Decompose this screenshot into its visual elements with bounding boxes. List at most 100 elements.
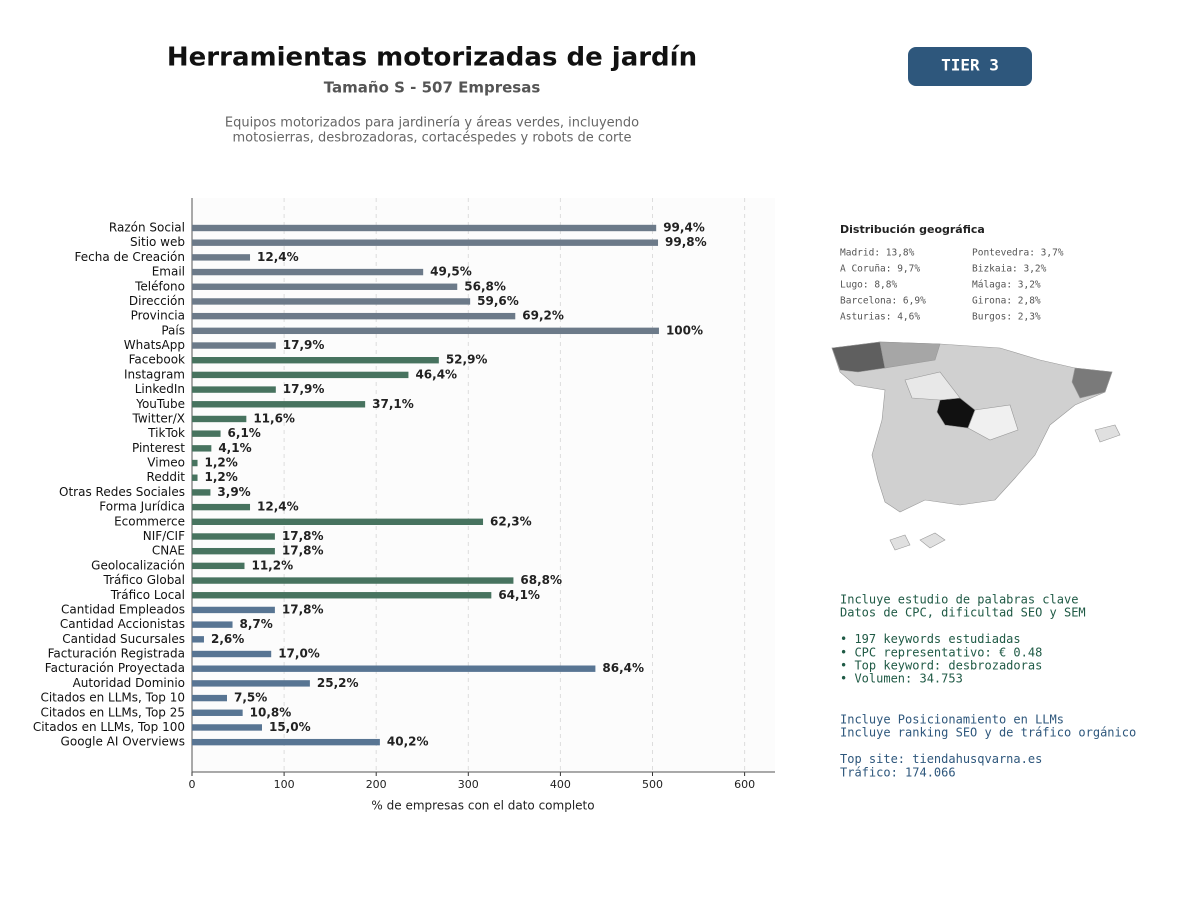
value-label: 17,0% [278, 647, 320, 661]
bar [192, 606, 275, 614]
bar [192, 254, 251, 261]
seo-info: • Top keyword: desbrozadoras [840, 659, 1042, 673]
y-tick-label: Instagram [124, 367, 185, 381]
value-label: 68,8% [520, 573, 562, 587]
y-tick-label: Tráfico Global [103, 573, 185, 587]
value-label: 99,8% [665, 235, 707, 249]
x-axis-label: % de empresas con el dato completo [371, 799, 594, 813]
value-label: 62,3% [490, 514, 532, 528]
y-tick-label: Citados en LLMs, Top 10 [40, 691, 185, 705]
y-tick-label: LinkedIn [135, 382, 185, 396]
x-tick-label: 300 [458, 778, 479, 791]
bar [192, 680, 310, 687]
x-tick-label: 400 [550, 778, 571, 791]
value-label: 69,2% [522, 309, 564, 323]
bar [192, 577, 514, 584]
value-label: 17,9% [283, 382, 325, 396]
value-label: 64,1% [498, 588, 540, 602]
value-label: 1,2% [205, 456, 238, 470]
value-label: 17,8% [282, 529, 324, 543]
y-tick-label: Otras Redes Sociales [59, 485, 185, 499]
value-label: 6,1% [228, 426, 261, 440]
bar [192, 592, 492, 599]
bar [192, 503, 251, 511]
badge [908, 47, 1032, 86]
y-tick-label: YouTube [135, 397, 185, 411]
value-label: 12,4% [257, 500, 299, 514]
bar [192, 342, 276, 349]
y-tick-label: WhatsApp [124, 338, 185, 352]
bar [192, 415, 247, 423]
bar [192, 283, 458, 290]
bar [192, 533, 275, 540]
bar [192, 562, 245, 570]
chart-title: Herramientas motorizadas de jardín [167, 43, 697, 73]
bar [192, 239, 659, 246]
y-tick-label: Razón Social [109, 221, 185, 235]
y-tick-label: Pinterest [132, 441, 185, 455]
bar [192, 430, 221, 437]
bar [192, 298, 471, 305]
geo-title: Distribución geográfica [840, 223, 985, 236]
y-tick-label: Vimeo [147, 456, 185, 470]
bar [192, 459, 198, 467]
geo-item: Bizkaia: 3,2% [972, 264, 1047, 275]
bar [192, 327, 659, 335]
value-label: 49,5% [430, 265, 472, 279]
bar [192, 386, 276, 393]
value-label: 8,7% [240, 617, 273, 631]
y-tick-label: Dirección [129, 294, 185, 308]
y-tick-label: Cantidad Empleados [61, 602, 185, 616]
value-label: 15,0% [269, 720, 311, 734]
map [831, 341, 1121, 551]
geo-item: Girona: 2,8% [972, 296, 1041, 307]
geo-item: Pontevedra: 3,7% [972, 248, 1064, 259]
y-tick-label: Cantidad Sucursales [62, 632, 185, 646]
description: Equipos motorizados para jardinería y ár… [225, 116, 639, 131]
value-label: 99,4% [663, 221, 705, 235]
badge-text: TIER 3 [941, 56, 999, 75]
value-label: 86,4% [602, 661, 644, 675]
bar [192, 371, 409, 379]
geo-item: Asturias: 4,6% [840, 312, 920, 323]
value-label: 10,8% [250, 705, 292, 719]
seo-info: • Volumen: 34.753 [840, 672, 963, 686]
bar [192, 489, 211, 496]
bar [192, 694, 227, 702]
y-tick-label: Google AI Overviews [61, 735, 185, 749]
x-tick-label: 200 [366, 778, 387, 791]
value-label: 11,6% [253, 411, 295, 425]
y-tick-label: Sitio web [130, 235, 185, 249]
y-tick-label: Citados en LLMs, Top 100 [33, 720, 185, 734]
y-tick-label: País [161, 323, 185, 337]
y-tick-label: Forma Jurídica [99, 500, 185, 514]
value-label: 52,9% [446, 353, 488, 367]
x-tick-label: 0 [189, 778, 196, 791]
llm-info: Incluye ranking SEO y de tráfico orgánic… [840, 726, 1136, 740]
y-tick-label: Teléfono [134, 279, 185, 293]
value-label: 100% [666, 323, 703, 337]
plot-area [192, 198, 775, 772]
y-tick-label: Provincia [131, 309, 185, 323]
y-tick-label: Cantidad Accionistas [60, 617, 185, 631]
value-label: 17,9% [283, 338, 325, 352]
value-label: 1,2% [205, 470, 238, 484]
bar [192, 738, 380, 746]
y-tick-label: Twitter/X [132, 411, 185, 425]
y-tick-label: CNAE [152, 544, 185, 558]
y-tick-label: Tráfico Local [110, 588, 185, 602]
value-label: 17,8% [282, 544, 324, 558]
bar [192, 224, 657, 232]
bar [192, 357, 439, 364]
seo-info: • 197 keywords estudiadas [840, 632, 1021, 646]
y-tick-label: NIF/CIF [143, 529, 185, 543]
geo-item: Burgos: 2,3% [972, 312, 1041, 323]
x-tick-label: 100 [274, 778, 295, 791]
value-label: 4,1% [218, 441, 251, 455]
bar [192, 445, 212, 452]
value-label: 25,2% [317, 676, 359, 690]
value-label: 59,6% [477, 294, 519, 308]
x-tick-label: 500 [642, 778, 663, 791]
value-label: 12,4% [257, 250, 299, 264]
